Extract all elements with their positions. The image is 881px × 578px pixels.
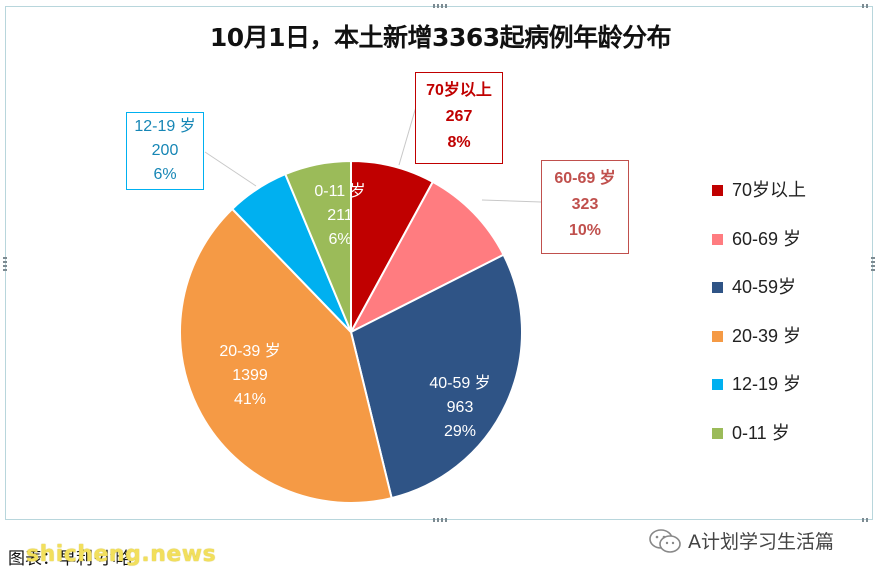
data-label-percent: 10% (568, 222, 602, 239)
legend-swatch (712, 379, 723, 390)
legend-item: 0-11 岁 (712, 421, 862, 470)
data-label-value: 211 (327, 207, 353, 224)
data-label-percent: 41% (233, 391, 267, 408)
chart-title: 10月1日，本土新增3363起病例年龄分布 (209, 23, 672, 52)
legend-swatch (712, 330, 723, 342)
legend-item: 70岁以上 (712, 178, 862, 227)
leader-line-60 (481, 199, 542, 203)
legend-swatch (712, 185, 723, 196)
data-label-20-39: 20-39 岁 1399 41% (195, 340, 305, 412)
wechat-icon (649, 528, 681, 553)
data-label-category: 40-59 岁 (429, 375, 491, 392)
chart-legend: 70岁以上 60-69 岁 40-59岁 20-39 岁 12-19 岁 0-11 岁 (712, 178, 862, 469)
leader-line-12 (204, 151, 257, 187)
legend-item: 12-19 岁 (712, 372, 862, 421)
resize-handle-top-right[interactable] (862, 4, 870, 8)
legend-swatch (712, 233, 723, 245)
site-watermark: shicheng.news (26, 542, 217, 567)
pie-slice-3 (179, 207, 393, 504)
data-label-percent: 6% (153, 166, 177, 183)
legend-item: 60-69 岁 (712, 227, 862, 276)
pie-slice-5 (284, 159, 352, 333)
data-label-category: 20-39 岁 (219, 343, 281, 360)
data-label-70-plus: 70岁以上 267 8% (415, 72, 503, 164)
legend-label: 0-11 岁 (732, 422, 790, 443)
wechat-account-name: A计划学习生活篇 (688, 531, 834, 553)
data-label-value: 200 (151, 142, 179, 159)
resize-handle-right[interactable] (871, 257, 875, 271)
resize-handle-bottom[interactable] (433, 518, 447, 522)
legend-item: 40-59岁 (712, 275, 862, 324)
data-label-percent: 29% (443, 423, 477, 440)
data-label-category: 70岁以上 (426, 82, 492, 99)
legend-swatch (712, 427, 723, 439)
data-label-category: 12-19 岁 (134, 118, 196, 135)
wechat-account-badge: A计划学习生活篇 (648, 527, 834, 554)
chart-source-note: 图表：早利·小略 (8, 549, 133, 569)
resize-handle-left[interactable] (3, 257, 7, 271)
data-label-category: 0-11 岁 (314, 183, 366, 200)
data-label-12-19: 12-19 岁 200 6% (126, 112, 204, 190)
resize-handle-bottom-right[interactable] (862, 518, 870, 522)
legend-item: 20-39 岁 (712, 324, 862, 373)
data-label-category: 60-69 岁 (554, 170, 616, 187)
legend-label: 12-19 岁 (732, 374, 802, 394)
legend-label: 40-59岁 (732, 277, 797, 297)
legend-label: 70岁以上 (732, 180, 807, 200)
resize-handle-top[interactable] (433, 4, 447, 8)
data-label-percent: 6% (328, 231, 352, 248)
pie-slice-2 (349, 253, 523, 500)
data-label-value: 963 (446, 399, 474, 416)
data-label-60-69: 60-69 岁 323 10% (541, 160, 629, 254)
leader-line-70 (398, 99, 419, 166)
data-label-value: 323 (571, 196, 599, 213)
pie-slice-1 (348, 180, 505, 335)
data-label-value: 267 (445, 108, 473, 125)
legend-swatch (712, 282, 723, 293)
data-label-40-59: 40-59 岁 963 29% (405, 372, 515, 444)
legend-label: 20-39 岁 (732, 325, 802, 346)
legend-label: 60-69 岁 (732, 228, 802, 249)
data-label-0-11: 0-11 岁 211 6% (300, 180, 380, 252)
data-label-value: 1399 (232, 367, 268, 384)
data-label-percent: 8% (447, 134, 471, 151)
